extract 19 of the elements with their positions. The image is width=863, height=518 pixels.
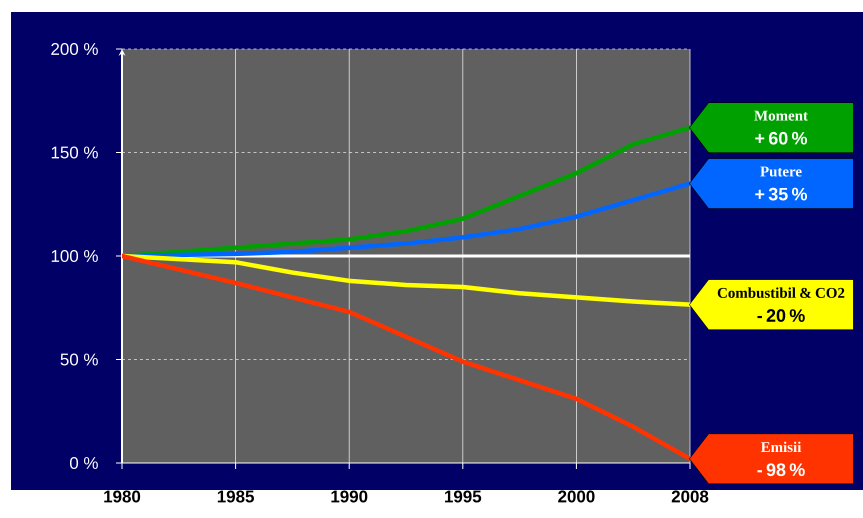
y-tick-label: 0 % [70,456,98,469]
y-tick-label: 150 % [52,146,98,158]
x-tick-label: 1980 [104,490,140,502]
text: + 35 % [755,188,808,200]
series-label: Combustibil & CO2 [718,287,844,298]
x-tick-label: 1990 [331,490,368,502]
text: Moment [754,110,808,121]
x-tick-label: 2000 [558,490,595,502]
x-tick-label: 1995 [445,490,482,502]
text: - 20 % [757,309,805,322]
y-tick-label: 100 % [52,250,98,262]
text: - 98 % [757,463,805,476]
x-tick-label: 1985 [218,490,254,502]
text: Emisii [760,442,802,452]
y-tick-label: 200 % [51,42,98,55]
x-tick-label: 2008 [672,490,708,502]
y-tick-label: 50 % [60,353,98,366]
text: Putere [760,166,802,177]
text: + 60 % [755,132,808,145]
